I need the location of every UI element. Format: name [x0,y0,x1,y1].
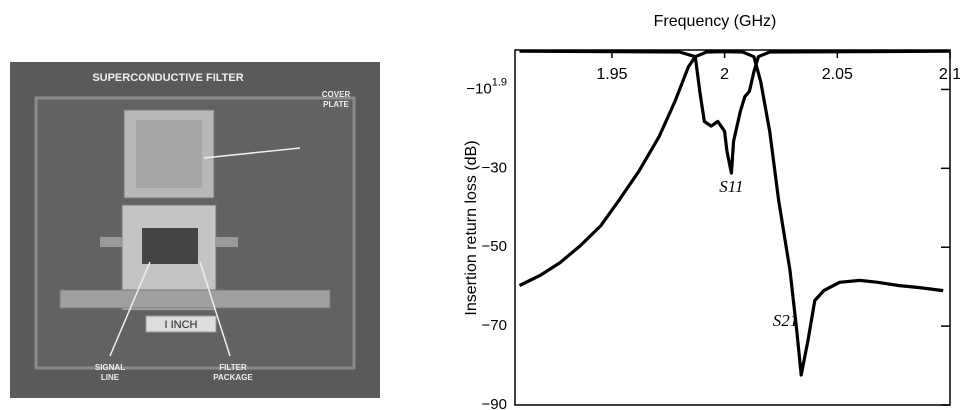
photo-label: FILTER [219,363,247,372]
photo-label: LINE [101,373,120,382]
y-axis-title: Insertion return loss (dB) [463,140,480,315]
pointer [203,147,301,159]
pointer [199,261,231,357]
y-tick-label-text: −30 [482,159,507,176]
x-tick-label: 2.05 [822,66,853,83]
scale-bar [145,315,217,333]
photo-title: SUPERCONDUCTIVE FILTER [92,72,243,84]
y-tick-label: −30 [482,159,507,176]
photo-label: SIGNAL [95,363,125,372]
y-tick-label: −50 [482,238,507,255]
annotation: S11 [719,177,743,196]
connector [100,237,122,247]
photo-label: COVER [322,90,351,99]
x-tick-label: 2.1 [939,66,960,83]
series-line [518,50,944,377]
y-tick-label-text: −50 [482,238,507,255]
x-tick-label: 1.95 [596,66,627,83]
base-bar [59,289,331,309]
pointer [109,261,151,357]
x-tick-label: 2 [720,66,729,83]
connector [216,237,238,247]
photo-label: PLATE [323,100,349,109]
y-tick-label: −101.9 [466,76,507,97]
photo-label: PACKAGE [213,373,253,382]
chart: Frequency (GHz) Insertion return loss (d… [463,13,960,410]
filter-cavity [142,228,198,264]
series-line [519,49,951,175]
y-tick-label: −70 [482,317,507,334]
y-tick-label-text: −10 [466,80,491,97]
y-tick-label-text: −90 [482,396,507,410]
plot-frame [514,49,951,406]
y-tick-label-text: −70 [482,317,507,334]
y-tick-label: −90 [482,396,507,410]
photo-label: I INCH [165,319,198,331]
y-tick-label-sup: 1.9 [492,76,507,88]
x-axis-title: Frequency (GHz) [654,13,777,30]
annotation: S21 [773,311,799,330]
cover-plate-inner [136,120,202,188]
photo: SUPERCONDUCTIVE FILTER COVER PLATE SIGNA… [10,62,380,398]
